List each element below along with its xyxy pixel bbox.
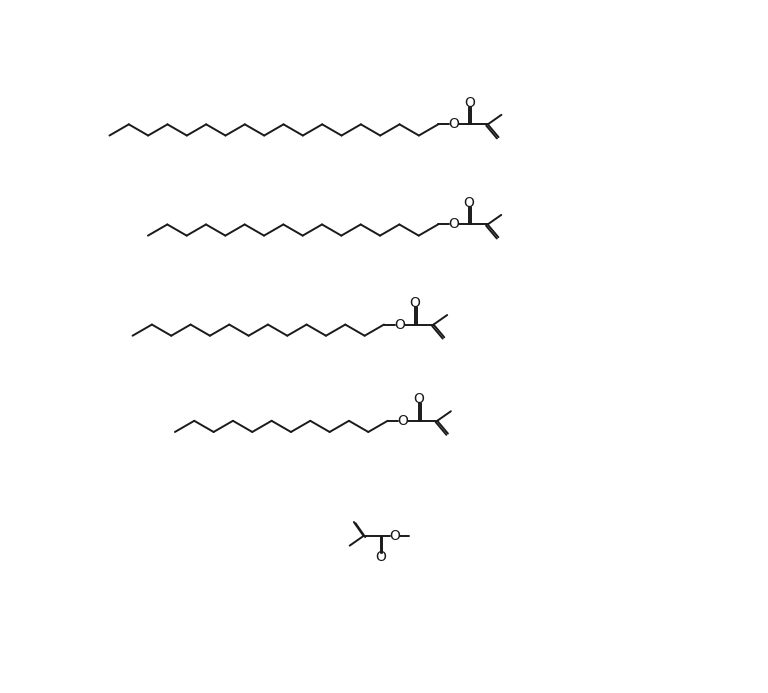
Text: O: O <box>398 414 409 428</box>
Text: O: O <box>394 317 405 331</box>
Text: O: O <box>409 296 421 310</box>
Text: O: O <box>464 96 475 110</box>
Text: O: O <box>389 529 400 543</box>
Text: O: O <box>448 218 459 231</box>
Text: O: O <box>464 196 475 210</box>
Text: O: O <box>413 392 424 406</box>
Text: O: O <box>375 550 386 563</box>
Text: O: O <box>449 117 459 132</box>
